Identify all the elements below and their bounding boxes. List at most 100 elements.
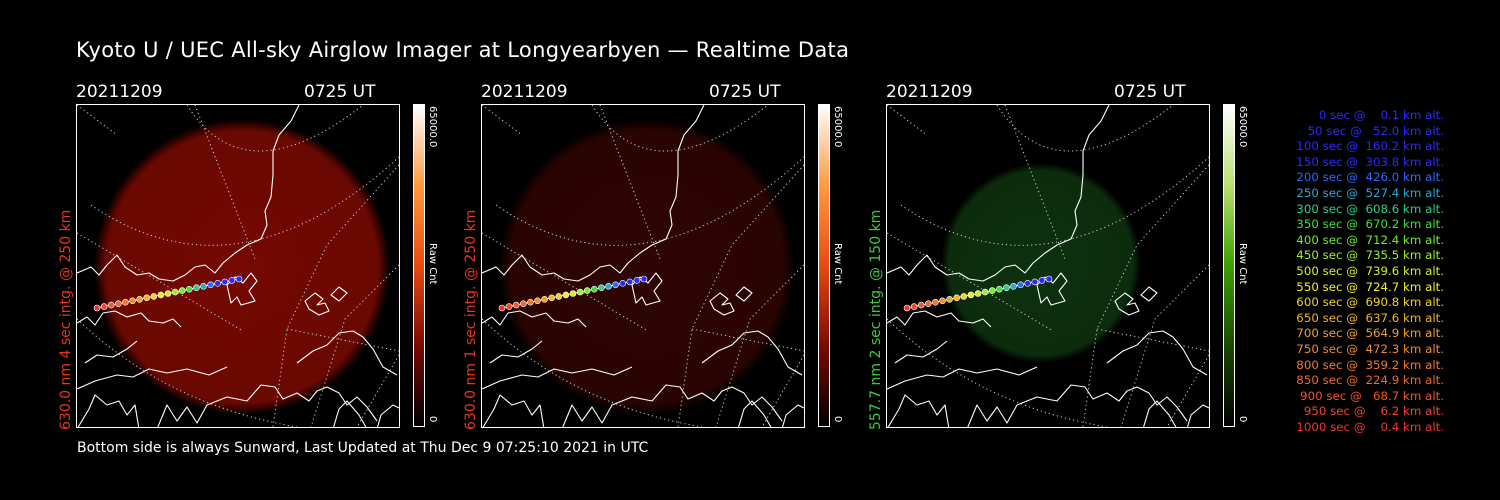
legend-row: 200 sec @ 426.0 km alt. (1292, 170, 1444, 185)
all-sky-image (481, 104, 805, 428)
legend-row: 50 sec @ 52.0 km alt. (1300, 123, 1444, 138)
panel-time: 0725 UT (1114, 82, 1186, 102)
lat-lon-grid (482, 105, 804, 427)
legend-row: 350 sec @ 670.2 km alt. (1292, 217, 1444, 232)
trajectory-point (207, 281, 214, 289)
trajectory-point (1045, 275, 1053, 283)
legend-row: 0 sec @ 0.1 km alt. (1307, 108, 1444, 122)
colorbar-min: 0 (1237, 416, 1248, 423)
trajectory-point (569, 290, 577, 297)
trajectory-point (178, 287, 186, 294)
trajectory-point (164, 290, 172, 297)
colorbar-unit: Raw Cnt (1237, 243, 1248, 285)
trajectory-point (1024, 280, 1031, 287)
lat-lon-grid (77, 105, 399, 427)
panel-date: 20211209 (886, 82, 973, 102)
panel-time: 0725 UT (709, 82, 781, 102)
panel-date: 20211209 (481, 82, 568, 102)
trajectory-point (605, 283, 612, 290)
trajectory-point (150, 293, 158, 300)
trajectory-point (228, 277, 236, 284)
legend-row: 600 sec @ 690.8 km alt. (1292, 295, 1444, 310)
trajectory-point (541, 296, 548, 303)
trajectory-point (519, 300, 527, 307)
colorbar-max: 65000.0 (427, 106, 438, 148)
trajectory-point (591, 285, 598, 293)
map-svg (887, 105, 1209, 427)
trajectory-point (981, 288, 989, 296)
wavelength-label: 630.0 nm 4 sec intg. @ 250 km (58, 209, 74, 430)
trajectory-legend: 0 sec @ 0.1 km alt. 50 sec @ 52.0 km alt… (1240, 108, 1444, 435)
colorbar (818, 104, 830, 427)
footer-note: Bottom side is always Sunward, Last Upda… (77, 440, 649, 456)
trajectory-point (967, 291, 975, 299)
airglow-panel-630nm-4sec: 20211209 0725 UT 630.0 nm 4 sec intg. @ … (58, 80, 438, 430)
trajectory-point (555, 293, 563, 300)
trajectory-point (143, 294, 150, 302)
trajectory-point (498, 304, 506, 312)
trajectory-point (946, 296, 953, 303)
airglow-panel-557nm-2sec: 20211209 0725 UT 557.7 nm 2 sec intg. @ … (868, 80, 1248, 430)
rocket-trajectory (93, 275, 243, 312)
trajectory-point (1038, 277, 1046, 284)
colorbar-max: 65000.0 (832, 106, 843, 148)
colorbar-max: 65000.0 (1237, 106, 1248, 148)
rocket-trajectory (903, 275, 1053, 312)
trajectory-point (527, 298, 534, 306)
trajectory-point (221, 278, 229, 286)
trajectory-point (171, 288, 179, 296)
legend-row: 900 sec @ 68.7 km alt. (1296, 388, 1444, 403)
trajectory-point (214, 280, 221, 287)
legend-row: 150 sec @ 303.8 km alt. (1292, 154, 1444, 169)
all-sky-image (886, 104, 1210, 428)
wavelength-label: 630.0 nm 1 sec intg. @ 250 km (463, 209, 479, 430)
trajectory-point (988, 287, 996, 294)
trajectory-point (953, 294, 960, 302)
legend-row: 450 sec @ 735.5 km alt. (1292, 248, 1444, 263)
legend-row: 400 sec @ 712.4 km alt. (1292, 232, 1444, 247)
coastline (77, 105, 399, 427)
trajectory-point (598, 284, 605, 291)
legend-row: 250 sec @ 527.4 km alt. (1292, 185, 1444, 200)
wavelength-label: 557.7 nm 2 sec intg. @ 150 km (868, 209, 884, 430)
trajectory-point (939, 297, 946, 305)
trajectory-point (107, 301, 115, 309)
trajectory-point (122, 298, 129, 306)
trajectory-point (1010, 283, 1017, 290)
legend-row: 300 sec @ 608.6 km alt. (1292, 201, 1444, 216)
coastline (482, 105, 804, 427)
trajectory-point (640, 275, 648, 283)
trajectory-point (1031, 278, 1039, 286)
trajectory-point (1003, 284, 1010, 291)
trajectory-point (114, 300, 122, 307)
trajectory-point (562, 291, 570, 299)
trajectory-point (100, 303, 108, 310)
trajectory-point (93, 304, 101, 312)
all-sky-image (76, 104, 400, 428)
airglow-image (94, 119, 390, 415)
panel-date: 20211209 (76, 82, 163, 102)
trajectory-point (512, 301, 520, 309)
colorbar (413, 104, 425, 427)
trajectory-point (129, 297, 136, 305)
page-title: Kyoto U / UEC All-sky Airglow Imager at … (76, 38, 850, 62)
trajectory-point (917, 301, 925, 309)
trajectory-point (974, 290, 982, 297)
trajectory-point (960, 293, 968, 300)
trajectory-point (235, 275, 243, 283)
trajectory-point (612, 281, 619, 289)
airglow-image (941, 163, 1141, 363)
trajectory-point (903, 304, 911, 312)
panel-time: 0725 UT (304, 82, 376, 102)
legend-row: 1000 sec @ 0.4 km alt. (1296, 419, 1444, 434)
trajectory-point (996, 285, 1003, 293)
legend-row: 650 sec @ 637.6 km alt. (1292, 310, 1444, 325)
trajectory-point (193, 284, 200, 291)
trajectory-point (576, 288, 584, 296)
trajectory-point (157, 291, 165, 299)
airglow-image (499, 119, 795, 415)
trajectory-point (200, 283, 207, 290)
trajectory-point (633, 277, 641, 284)
map-svg (77, 105, 399, 427)
trajectory-point (619, 280, 626, 287)
